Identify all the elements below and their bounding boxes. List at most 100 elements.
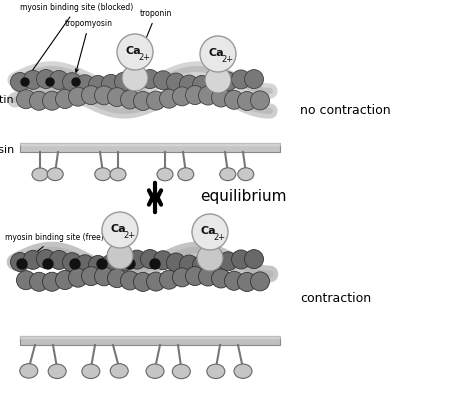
Circle shape [115,72,134,91]
Text: Ca: Ca [200,226,216,236]
Ellipse shape [110,364,128,378]
Ellipse shape [175,168,191,181]
Circle shape [102,212,138,248]
Text: equilibrium: equilibrium [200,189,286,205]
Circle shape [17,259,27,269]
Circle shape [55,90,74,109]
Circle shape [225,90,244,109]
Text: tropomyosin: tropomyosin [65,19,113,72]
Circle shape [120,271,139,290]
Circle shape [36,250,55,269]
Circle shape [211,269,230,288]
Circle shape [146,272,165,291]
Circle shape [120,90,139,109]
Circle shape [166,253,185,272]
Text: troponin: troponin [131,9,173,74]
Circle shape [115,252,134,271]
Ellipse shape [95,168,111,181]
Circle shape [49,250,69,269]
Ellipse shape [217,168,233,181]
Circle shape [205,67,231,93]
Circle shape [46,78,54,86]
Circle shape [173,268,191,287]
Ellipse shape [107,168,123,181]
Circle shape [154,251,173,270]
Text: Ca: Ca [110,224,126,234]
Ellipse shape [29,168,45,181]
Circle shape [245,70,264,89]
Circle shape [101,254,120,273]
Circle shape [43,91,62,110]
Circle shape [134,92,153,110]
Circle shape [69,268,88,287]
Circle shape [43,259,53,269]
Text: myosin: myosin [0,145,14,155]
Circle shape [24,250,43,269]
Circle shape [200,36,236,72]
Text: Ca: Ca [125,46,141,56]
Circle shape [231,250,250,269]
Ellipse shape [173,364,191,378]
Circle shape [192,256,211,275]
Text: actin: actin [0,95,14,105]
Circle shape [107,243,133,269]
Circle shape [89,76,108,94]
Circle shape [199,86,218,105]
Circle shape [211,88,230,107]
Ellipse shape [146,364,164,378]
Circle shape [128,250,146,269]
Circle shape [89,256,108,275]
Circle shape [192,214,228,250]
Circle shape [24,70,43,89]
Circle shape [122,65,148,91]
Text: contraction: contraction [300,291,371,304]
Circle shape [134,272,153,291]
Circle shape [75,255,94,274]
Circle shape [245,250,264,269]
Text: 2+: 2+ [213,232,225,242]
Ellipse shape [82,364,100,378]
Circle shape [63,73,82,92]
Circle shape [146,91,165,110]
Circle shape [225,271,244,290]
Circle shape [166,73,185,92]
Circle shape [140,250,159,269]
Text: 2+: 2+ [138,53,150,62]
Circle shape [180,75,199,94]
Text: myosin binding site (blocked): myosin binding site (blocked) [20,3,133,78]
Ellipse shape [238,168,254,181]
Circle shape [231,70,250,89]
Text: 2+: 2+ [221,55,233,64]
Circle shape [140,70,159,88]
Bar [20,336,280,345]
Circle shape [159,89,179,108]
Circle shape [29,272,48,291]
Circle shape [250,91,270,110]
Ellipse shape [48,364,66,378]
Circle shape [82,86,100,105]
Circle shape [97,259,107,269]
Circle shape [237,92,256,111]
Text: no contraction: no contraction [300,103,391,117]
Circle shape [82,267,100,286]
Circle shape [63,253,82,272]
Circle shape [206,74,225,93]
Circle shape [10,252,29,271]
Circle shape [72,78,80,86]
Circle shape [94,86,113,105]
Circle shape [192,76,211,94]
Text: 2+: 2+ [123,230,135,240]
Circle shape [173,87,191,106]
Circle shape [154,71,173,90]
Circle shape [128,70,146,89]
Circle shape [250,272,270,291]
Circle shape [150,259,160,269]
Circle shape [117,34,153,70]
Circle shape [185,267,204,285]
Circle shape [197,245,223,271]
Circle shape [29,91,48,110]
Circle shape [70,259,80,269]
Circle shape [185,86,204,105]
Circle shape [237,273,256,291]
Circle shape [21,78,29,86]
